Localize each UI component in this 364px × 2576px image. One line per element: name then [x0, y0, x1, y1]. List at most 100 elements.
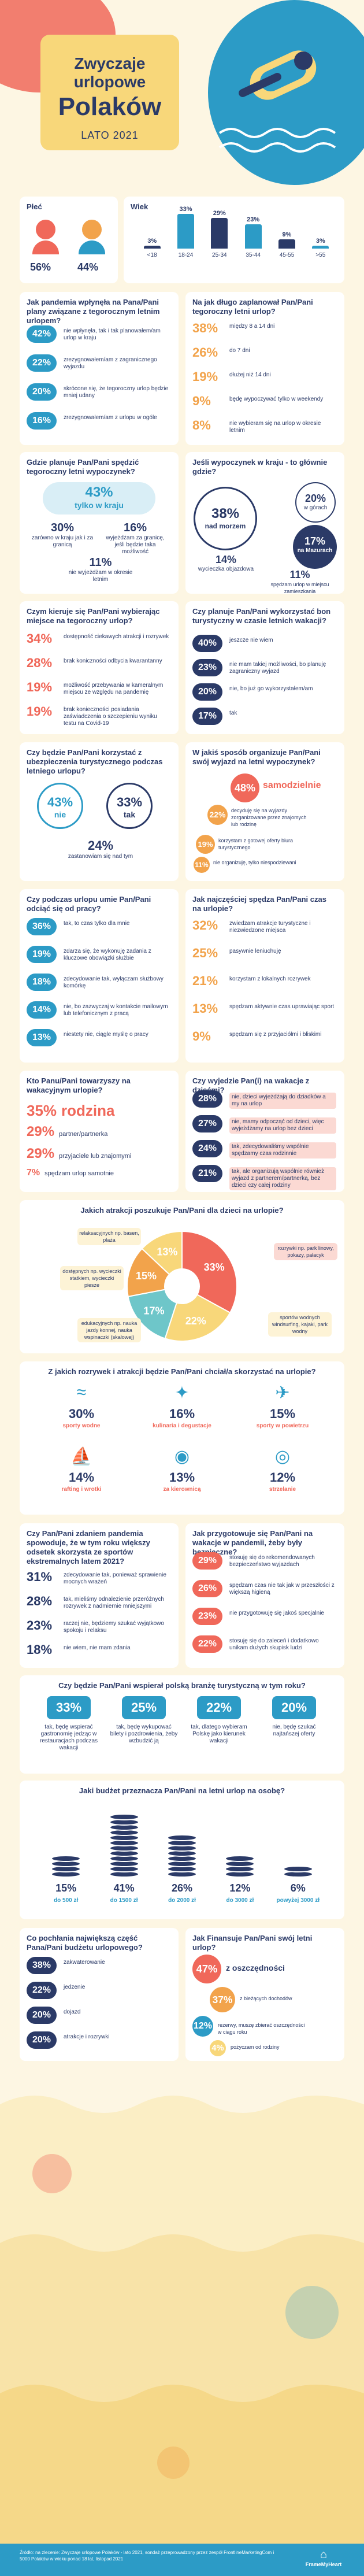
q16-row: 22% stosuję się do zaleceń i dodatkowo un…: [192, 1635, 340, 1663]
female-icon: [31, 220, 60, 254]
q1-row: 42% nie wpłynęła, tak i tak planowałem/am…: [27, 325, 174, 354]
q5-label: brak koniczności odbycia kwarantanny: [64, 658, 162, 664]
q18-card: Jaki budżet przeznacza Pan/Pani na letni…: [20, 1781, 344, 1919]
q11-row: 29% partner/partnerka: [27, 1124, 174, 1146]
q9-row: 36% tak, to czas tylko dla mnie: [27, 918, 174, 946]
q4-a-circle: 38% nad morzem: [194, 487, 257, 550]
q13-slice-value: 22%: [185, 1315, 206, 1327]
q13-slice-label: sportów wodnych windsurfing, kajaki, par…: [268, 1312, 332, 1337]
q14-item-icon: ≈: [76, 1383, 87, 1402]
q14-item: ✈ 15% sporty w powietrzu: [232, 1381, 333, 1445]
q12-label: nie, mamy odpocząć od dzieci, więc wyjeż…: [229, 1117, 336, 1134]
q19-label: jedzenie: [64, 1984, 86, 1990]
q9-label: zdecydowanie tak, wyłączam służbowy komó…: [64, 976, 164, 989]
q12-value-pill: 24%: [192, 1140, 222, 1157]
q1-value-pill: 20%: [27, 383, 57, 401]
q20-title: Jak Finansuje Pan/Pani swój letni urlop?: [192, 1934, 313, 1952]
q17-item: 22% tak, dlatego wybieram Polskę jako kie…: [181, 1696, 257, 1771]
age-chart: 3% <18 33% 18-24 29% 25-34 23% 35-44 9% 45-55 3% >5…: [135, 206, 337, 266]
q15-list: 31% zdecydowanie tak, ponieważ sprawienie…: [27, 1570, 174, 1665]
q6-value-pill: 40%: [192, 635, 222, 652]
q1-label: zrezygnowałem/am z zagranicznego wyjazdu: [64, 357, 157, 370]
q19-value-pill: 20%: [27, 2007, 57, 2024]
q12-row: 28% nie, dzieci wyjeżdżają do dziadków a …: [192, 1090, 340, 1115]
q3-main-value: 43%: [85, 484, 113, 500]
q9-title: Czy podczas urlopu umie Pan/Pani odciąć …: [27, 895, 151, 913]
q12-row: 27% nie, mamy odpocząć od dzieci, więc wy…: [192, 1115, 340, 1140]
q18-coin: [51, 1855, 81, 1862]
q17-label: tak, dlatego wybieram Polskę jako kierun…: [191, 1724, 247, 1744]
q9-row: 18% zdecydowanie tak, wyłączam służbowy k…: [27, 974, 174, 1001]
q15-title: Czy Pan/Pani zdaniem pandemia spowoduje,…: [27, 1529, 150, 1565]
q20-circle: 12%: [192, 2016, 213, 2037]
female-value: 56%: [30, 261, 51, 273]
q11-row: 35% rodzina: [27, 1102, 174, 1124]
gender-card: Płeć 56% 44%: [20, 197, 118, 283]
q2-row: 26% do 7 dni: [192, 345, 340, 369]
q2-value: 19%: [192, 369, 218, 384]
q10-label: korzystam z lokalnych rozrywek: [229, 976, 311, 982]
q14-item: ≈30% sporty wodne: [31, 1381, 132, 1445]
q11-label: partner/partnerka: [59, 1131, 108, 1138]
q8-bubble: 48%: [231, 773, 259, 802]
q1-list: 42% nie wpłynęła, tak i tak planowałem/am…: [27, 325, 174, 441]
q7-title: Czy będzie Pan/Pani korzystać z ubezpiec…: [27, 748, 163, 775]
q2-value: 8%: [192, 418, 211, 432]
q15-value: 18%: [27, 1642, 53, 1657]
footer: Źródło: na zlecenie: Zwyczaje urlopowe P…: [0, 2544, 364, 2576]
q13-chart: 33% 22% 17% 15% 13% rozrywki np. park linowy,…: [25, 1220, 339, 1350]
q3-a-value: 30%: [50, 521, 75, 534]
q15-label: nie wiem, nie mam zdania: [64, 1645, 131, 1651]
q1-row: 22% zrezygnowałem/am z zagranicznego wyja…: [27, 354, 174, 383]
q4-d: 14% wycieczka objazdowa: [197, 554, 255, 573]
q13-slice-label: rozrywki np. park linowy, pokazy, pałacy…: [274, 1243, 337, 1260]
q10-title: Jak najczęściej spędza Pan/Pani czas na …: [192, 895, 326, 913]
q12-value-pill: 21%: [192, 1165, 222, 1182]
q2-card: Na jak długo zaplanował Pan/Pani tegoroc…: [185, 292, 344, 445]
q9-row: 13% niestety nie, ciągle myślę o pracy: [27, 1029, 174, 1057]
q9-label: nie, bo zazwyczaj w kontakcie mailowym l…: [64, 1004, 168, 1017]
q10-value: 9%: [192, 1029, 211, 1043]
age-bar: [312, 246, 329, 249]
q13-slice-value: 17%: [144, 1305, 165, 1317]
q18-label: do 500 zł: [54, 1897, 79, 1904]
q4-b-circle: 20% w górach: [295, 482, 336, 523]
q15-row: 18% nie wiem, nie mam zdania: [27, 1642, 174, 1667]
q5-row: 34% dostępność ciekawych atrakcji i rozry…: [27, 631, 174, 656]
q7-b-value: 33%: [116, 795, 143, 809]
q12-card: Czy wyjedzie Pan(i) na wakacje z dziećmi…: [185, 1071, 344, 1192]
q17-item: 25% tak, będę wykupować bilety i pozdrowi…: [106, 1696, 181, 1771]
age-category: <18: [147, 252, 157, 258]
q14-label: sporty wodne: [62, 1423, 101, 1429]
age-value: 3%: [147, 238, 157, 245]
q2-title: Na jak długo zaplanował Pan/Pani tegoroc…: [192, 298, 313, 316]
q11-label: rodzina: [61, 1102, 115, 1119]
q14-item-icon: ⛵: [70, 1446, 92, 1466]
q14-label: rafting i wrotki: [61, 1486, 102, 1493]
q1-label: zrezygnowałem/am z urlopu w ogóle: [64, 414, 157, 421]
q1-row: 20% skrócone się, że tegoroczny urlop będ…: [27, 383, 174, 412]
q14-label: sporty w powietrzu: [256, 1423, 309, 1429]
q20-circle: 37%: [210, 1987, 235, 2012]
q9-value-pill: 19%: [27, 946, 57, 963]
q8-card: W jakiś sposób organizuje Pan/Pani swój …: [185, 742, 344, 881]
q18-column: 26% do 2000 zł: [153, 1801, 211, 1917]
q4-d-value: 14%: [215, 554, 237, 565]
q15-label: zdecydowanie tak, ponieważ sprawienie mo…: [64, 1572, 166, 1585]
q3-b-label: wyjeżdżam za granicę, jeśli będzie taka …: [106, 535, 165, 555]
q18-coin: [225, 1855, 255, 1862]
q19-label: atrakcje i rozrywki: [64, 2034, 110, 2040]
swimmer-illustration: [218, 50, 336, 153]
q8-bubble: 11%: [194, 857, 210, 873]
age-value: 23%: [247, 216, 260, 223]
q6-row: 20% nie, bo już go wykorzystałem/am: [192, 683, 340, 708]
q19-card: Co pochłania największą część Pana/Pani …: [20, 1928, 179, 2061]
q1-value-pill: 42%: [27, 325, 57, 343]
q20-circle: 47%: [192, 1955, 221, 1983]
q10-value: 25%: [192, 946, 218, 960]
title-line-2: Polaków: [58, 92, 162, 121]
q13-slice: [164, 1294, 231, 1342]
q15-label: tak, mieliśmy odnalezienie przeróżnych r…: [64, 1596, 164, 1609]
q19-list: 38% zakwaterowanie 22% jedzenie 20% dojazd 20%…: [27, 1957, 174, 2058]
q7-b-label: tak: [123, 810, 136, 819]
